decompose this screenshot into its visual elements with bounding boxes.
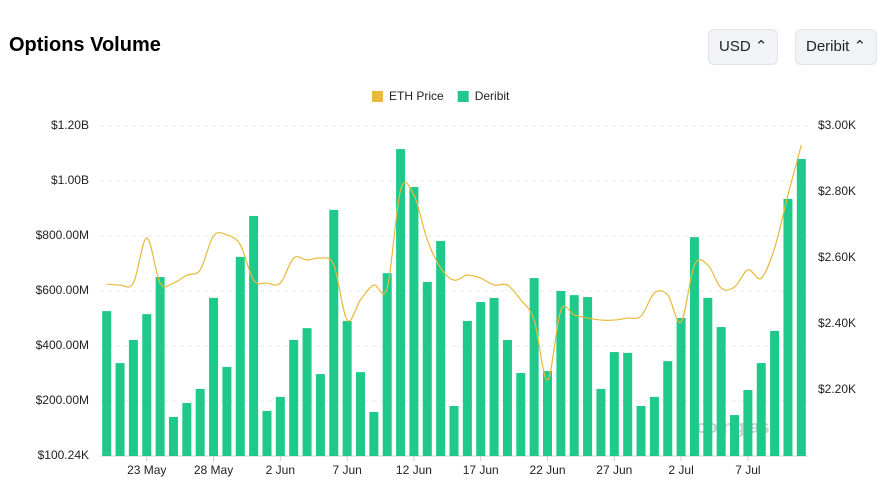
bar xyxy=(623,352,633,456)
bar xyxy=(462,320,472,456)
x-tick-label: 23 May xyxy=(127,463,166,477)
y2-tick-label: $2.60K xyxy=(818,250,856,264)
bar xyxy=(649,396,659,456)
y-tick-label: $200.00M xyxy=(36,393,89,407)
bar xyxy=(676,317,686,456)
bar xyxy=(142,314,152,456)
bar xyxy=(583,297,593,456)
bar xyxy=(396,149,406,456)
bar xyxy=(436,240,446,456)
bar xyxy=(222,366,232,456)
y2-tick-label: $3.00K xyxy=(818,118,856,132)
x-tick-label: 27 Jun xyxy=(596,463,632,477)
bar xyxy=(369,412,379,456)
bar xyxy=(342,320,352,456)
bar xyxy=(770,330,780,456)
bar xyxy=(249,215,259,456)
x-tick-label: 2 Jun xyxy=(266,463,295,477)
page-title: Options Volume xyxy=(9,34,161,56)
legend-label: Deribit xyxy=(475,89,510,103)
x-tick-label: 12 Jun xyxy=(396,463,432,477)
bar xyxy=(422,281,432,456)
bar xyxy=(195,388,205,456)
bar xyxy=(756,363,766,456)
legend-swatch xyxy=(457,91,469,102)
bar xyxy=(262,410,272,456)
bar xyxy=(315,374,325,456)
x-tick-label: 17 Jun xyxy=(463,463,499,477)
y-tick-label: $400.00M xyxy=(36,338,89,352)
bar xyxy=(382,273,392,456)
bar xyxy=(516,372,526,456)
y-tick-label: $100.24K xyxy=(38,448,89,462)
bar xyxy=(502,339,512,456)
x-tick-label: 7 Jun xyxy=(332,463,361,477)
bar xyxy=(329,209,339,456)
bar xyxy=(730,415,740,456)
bar xyxy=(275,396,285,456)
bar xyxy=(449,405,459,456)
x-tick-label: 28 May xyxy=(194,463,233,477)
bar xyxy=(689,237,699,456)
bar xyxy=(783,198,793,456)
y2-tick-label: $2.80K xyxy=(818,184,856,198)
bar xyxy=(636,405,646,456)
bar xyxy=(182,402,192,456)
bar xyxy=(302,328,312,456)
bar xyxy=(289,339,299,456)
y-tick-label: $800.00M xyxy=(36,228,89,242)
price-line xyxy=(106,144,802,381)
bar xyxy=(235,256,245,456)
y2-tick-label: $2.40K xyxy=(818,316,856,330)
bar xyxy=(168,416,178,456)
y-tick-label: $600.00M xyxy=(36,283,89,297)
y-tick-label: $1.00B xyxy=(51,173,89,187)
bar xyxy=(569,295,579,456)
bar xyxy=(609,352,619,456)
legend-swatch xyxy=(372,91,383,102)
x-tick-label: 7 Jul xyxy=(735,463,760,477)
bar xyxy=(596,388,606,456)
bar xyxy=(796,159,806,457)
bar xyxy=(209,297,219,456)
bar xyxy=(703,297,713,456)
bar xyxy=(663,361,673,456)
bar xyxy=(556,291,566,456)
bar xyxy=(115,363,125,456)
bar xyxy=(489,297,499,456)
currency-label: USD xyxy=(719,38,751,55)
bar xyxy=(128,339,138,456)
bar xyxy=(355,372,365,456)
exchange-select[interactable]: Deribit ⌃ xyxy=(795,29,878,65)
bar xyxy=(102,311,112,456)
y-tick-label: $1.20B xyxy=(51,118,89,132)
bar xyxy=(155,276,165,456)
y2-tick-label: $2.20K xyxy=(818,382,856,396)
watermark: coinglass xyxy=(696,417,779,437)
x-tick-label: 2 Jul xyxy=(668,463,693,477)
bar xyxy=(409,187,419,456)
bar xyxy=(543,371,553,456)
bar xyxy=(743,390,753,456)
currency-select[interactable]: USD ⌃ xyxy=(708,29,779,65)
bar xyxy=(476,302,486,456)
bar xyxy=(716,327,726,456)
x-tick-label: 22 Jun xyxy=(529,463,565,477)
exchange-label: Deribit xyxy=(806,38,850,55)
legend-label: ETH Price xyxy=(389,89,444,103)
bar xyxy=(529,278,539,456)
